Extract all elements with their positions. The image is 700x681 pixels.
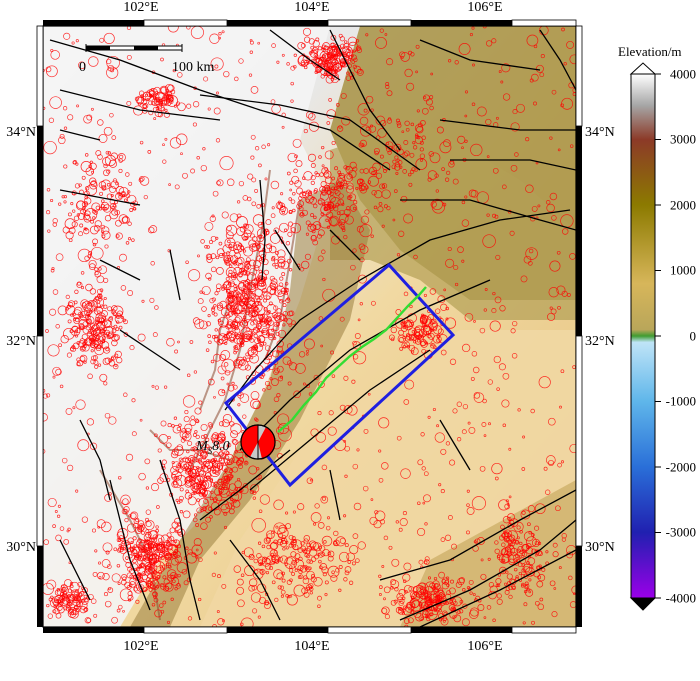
lon-label-top-104: 104°E	[294, 0, 330, 15]
lon-label-bottom-104: 104°E	[294, 639, 330, 654]
lat-label-left-30: 30°N	[6, 540, 36, 555]
fault-lines	[49, 29, 576, 627]
scale-bar-end-label: 100 km	[172, 60, 215, 75]
lat-label-right-34: 34°N	[585, 125, 615, 140]
map-frame	[36, 19, 583, 634]
focal-mechanism-icon	[240, 424, 276, 460]
colorbar-tick-label: 3000	[670, 131, 696, 147]
lat-label-right-32: 32°N	[585, 334, 615, 349]
lat-label-left-32: 32°N	[6, 334, 36, 349]
lon-label-top-106: 106°E	[467, 0, 503, 15]
study-area-box	[223, 262, 456, 488]
elevation-colorbar	[629, 62, 661, 611]
colorbar-tick-label: -3000	[665, 524, 696, 540]
rupture-trace-line	[277, 286, 427, 433]
colorbar-tick-label: 2000	[670, 197, 696, 213]
event-magnitude-prefix: M	[196, 439, 208, 454]
colorbar-tick-label: 1000	[670, 262, 696, 278]
colorbar-tick-label: 4000	[670, 66, 696, 82]
lon-label-top-102: 102°E	[123, 0, 159, 15]
scale-bar	[85, 44, 183, 52]
lon-label-bottom-102: 102°E	[123, 639, 159, 654]
lat-label-left-34: 34°N	[6, 125, 36, 140]
lat-label-right-30: 30°N	[585, 540, 615, 555]
colorbar-title: Elevation/m	[618, 44, 682, 59]
colorbar-tick-label: -1000	[665, 393, 696, 409]
scale-bar-start-label: 0	[79, 60, 86, 75]
event-magnitude-value: 8.0	[212, 439, 230, 454]
lon-label-bottom-106: 106°E	[467, 639, 503, 654]
colorbar-tick-label: -4000	[665, 590, 696, 606]
event-magnitude-label: MS8.0	[196, 439, 230, 456]
seismicity-layer	[43, 26, 576, 627]
colorbar-tick-label: -2000	[665, 459, 696, 475]
event-magnitude-subscript: S	[207, 445, 213, 456]
colorbar-tick-label: 0	[689, 328, 697, 344]
